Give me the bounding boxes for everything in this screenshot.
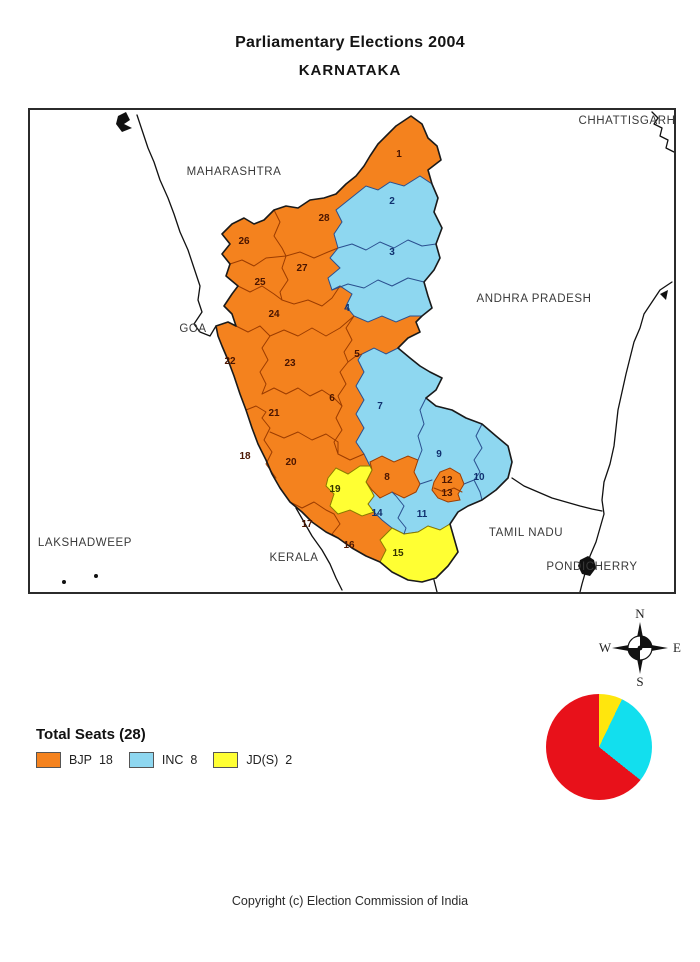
kerala-tamilnadu-border [433,579,438,592]
coast-arrow-marker [660,290,668,300]
karnataka-election-map: CHHATTISGARH MAHARASHTRA ANDHRA PRADESH GOA… [28,108,676,594]
constituency-number-16: 16 [343,540,355,551]
constituency-number-21: 21 [268,408,280,419]
legend-item-jds: JD(S) 2 [213,752,292,768]
inc-block-southeast [355,347,513,535]
constituency-number-20: 20 [285,457,297,468]
legend-seat-count: 8 [190,753,198,767]
constituency-number-25: 25 [254,277,266,288]
seats-pie-chart [546,694,652,800]
legend-seat-count: 2 [285,753,293,767]
legend-seat-count: 18 [98,753,113,767]
constituency-number-15: 15 [392,548,404,559]
constituency-borders-inc [331,239,483,535]
constituency-number-24: 24 [268,309,280,320]
legend: Total Seats (28) BJP 18 INC 8 JD(S) 2 [36,726,308,768]
coast-feature-marker [116,112,132,132]
constituency-number-10: 10 [473,472,485,483]
compass-south-label: S [636,674,643,688]
constituency-number-26: 26 [238,236,250,247]
lakshadweep-island-dot [62,580,66,584]
region-label-chhattisgarh: CHHATTISGARH [578,115,676,127]
lakshadweep-island-dot [94,574,98,578]
legend-swatch [36,752,61,768]
compass-east-label: E [673,640,681,655]
constituency-number-22: 22 [224,356,236,367]
constituency-number-3: 3 [389,247,395,258]
kerala-coastline [295,507,343,591]
constituency-number-8: 8 [384,472,390,483]
constituency-number-12: 12 [441,475,453,486]
compass-star-icon [612,622,668,674]
karnataka-state-border [215,115,513,583]
compass-west-label: W [599,640,612,655]
legend-items: BJP 18 INC 8 JD(S) 2 [36,752,308,768]
jds-area-constituency-19 [325,465,375,517]
constituency-number-2: 2 [389,196,395,207]
constituency-number-18: 18 [239,451,251,462]
constituency-number-9: 9 [436,449,442,460]
region-label-kerala: KERALA [269,552,319,564]
map-canvas [62,111,674,592]
constituency-number-11: 11 [416,509,428,520]
compass-north-label: N [635,606,645,621]
andhra-tamilnadu-border [511,477,603,512]
region-label-lakshadweep: LAKSHADWEEP [37,537,133,549]
page-title: Parliamentary Elections 2004 [235,34,465,51]
bjp-island-constituency-12-13 [431,467,465,503]
constituency-borders-bjp [229,209,463,539]
constituency-number-19: 19 [329,484,341,495]
constituency-number-7: 7 [377,401,383,412]
chhattisgarh-border [651,111,674,153]
constituency-number-14: 14 [371,508,383,519]
legend-swatch [128,752,154,768]
region-label-maharashtra: MAHARASHTRA [186,166,282,178]
constituency-number-27: 27 [296,263,308,274]
legend-label: INC [161,753,184,767]
copyright-text: Copyright (c) Election Commission of Ind… [231,894,469,908]
region-label-goa: GOA [179,323,207,335]
legend-label: JD(S) [246,753,279,767]
legend-item-bjp: BJP 18 [36,752,113,768]
constituency-number-1: 1 [396,149,402,160]
pondicherry-marker [578,556,596,576]
east-coastline [579,281,673,592]
legend-label: BJP [69,753,92,767]
compass-rose: N S W E [598,602,684,689]
west-coastline [136,114,203,325]
goa-border [193,323,217,337]
legend-item-inc: INC 8 [128,752,198,768]
legend-swatch [213,752,239,768]
constituency-number-17: 17 [301,519,313,530]
constituency-number-6: 6 [329,393,335,404]
constituency-number-28: 28 [318,213,330,224]
region-label-tamil-nadu: TAMIL NADU [488,527,564,539]
legend-title: Total Seats (28) [36,726,146,743]
bjp-island-constituency-8 [365,455,421,499]
page-subtitle: KARNATAKA [298,62,402,79]
constituency-number-5: 5 [354,349,360,360]
constituency-number-13: 13 [441,488,453,499]
region-label-andhra-pradesh: ANDHRA PRADESH [476,293,592,305]
constituency-number-4: 4 [344,303,350,314]
region-label-pondicherry: PONDICHERRY [546,561,638,573]
constituency-number-23: 23 [284,358,296,369]
